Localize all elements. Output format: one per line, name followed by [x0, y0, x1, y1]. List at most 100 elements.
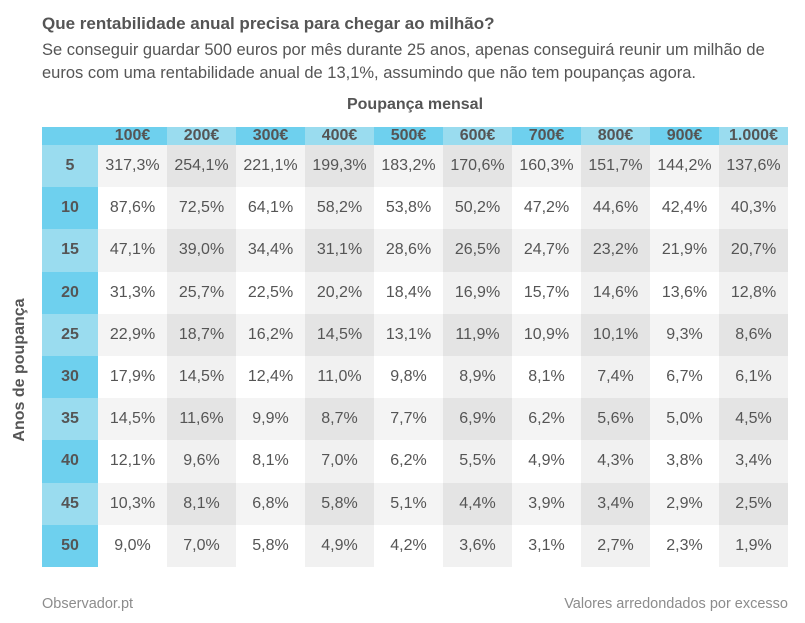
column-header: 1.000€ [719, 127, 788, 145]
data-cell: 87,6% [98, 187, 167, 230]
data-cell: 23,2% [581, 229, 650, 272]
table-row: 45 10,3% 8,1% 6,8% 5,8% 5,1% 4,4% 3,9% 3,4% 2,9% 2… [42, 482, 788, 525]
data-cell: 4,4% [443, 482, 512, 525]
data-cell: 183,2% [374, 145, 443, 188]
source-label: Observador.pt [42, 596, 134, 612]
data-cell: 2,3% [650, 524, 719, 567]
data-cell: 22,5% [236, 271, 305, 314]
row-header: 20 [42, 271, 98, 314]
data-cell: 151,7% [581, 145, 650, 188]
data-cell: 3,9% [512, 482, 581, 525]
data-cell: 5,8% [236, 524, 305, 567]
data-cell: 64,1% [236, 187, 305, 230]
header-row: 100€ 200€ 300€ 400€ 500€ 600€ 700€ 800€ 900€ 1.00… [42, 127, 788, 145]
data-cell: 221,1% [236, 145, 305, 188]
column-header: 800€ [581, 127, 650, 145]
column-header: 600€ [443, 127, 512, 145]
data-cell: 11,9% [443, 313, 512, 356]
data-cell: 137,6% [719, 145, 788, 188]
data-cell: 17,9% [98, 355, 167, 399]
row-header: 50 [42, 524, 98, 567]
data-cell: 8,1% [167, 482, 236, 525]
data-cell: 50,2% [443, 187, 512, 230]
data-cell: 13,6% [650, 271, 719, 314]
data-cell: 7,0% [305, 440, 374, 483]
data-cell: 5,8% [305, 482, 374, 525]
data-cell: 47,2% [512, 187, 581, 230]
data-cell: 53,8% [374, 187, 443, 230]
data-cell: 2,9% [650, 482, 719, 525]
column-header: 500€ [374, 127, 443, 145]
data-cell: 3,4% [581, 482, 650, 525]
data-cell: 170,6% [443, 145, 512, 188]
data-cell: 317,3% [98, 145, 167, 188]
data-cell: 26,5% [443, 229, 512, 272]
x-axis-title: Poupança mensal [346, 96, 484, 113]
data-cell: 13,1% [374, 313, 443, 356]
data-cell: 31,3% [98, 271, 167, 314]
data-cell: 8,6% [719, 313, 788, 356]
data-cell: 254,1% [167, 145, 236, 188]
table-row: 40 12,1% 9,6% 8,1% 7,0% 6,2% 5,5% 4,9% 4,3% 3,8% 3… [42, 440, 788, 483]
table-row: 20 31,3% 25,7% 22,5% 20,2% 18,4% 16,9% 15,7% 14,… [42, 271, 788, 314]
data-cell: 34,4% [236, 229, 305, 272]
table-row: 50 9,0% 7,0% 5,8% 4,9% 4,2% 3,6% 3,1% 2,7% 2,3% 1,… [42, 524, 788, 567]
data-cell: 3,6% [443, 524, 512, 567]
table-row: 5 317,3% 254,1% 221,1% 199,3% 183,2% 170,6% 160… [42, 145, 788, 188]
data-cell: 8,1% [512, 355, 581, 399]
data-cell: 47,1% [98, 229, 167, 272]
data-cell: 10,1% [581, 313, 650, 356]
column-header: 700€ [512, 127, 581, 145]
data-cell: 4,3% [581, 440, 650, 483]
row-header: 30 [42, 355, 98, 399]
rounding-note: Valores arredondados por excesso [564, 596, 788, 612]
data-cell: 40,3% [719, 187, 788, 230]
data-cell: 14,5% [305, 313, 374, 356]
data-cell: 12,4% [236, 355, 305, 399]
data-cell: 8,1% [236, 440, 305, 483]
data-cell: 31,1% [305, 229, 374, 272]
column-header: 200€ [167, 127, 236, 145]
row-header: 45 [42, 482, 98, 525]
column-header: 300€ [236, 127, 305, 145]
data-cell: 16,2% [236, 313, 305, 356]
data-cell: 9,9% [236, 398, 305, 441]
data-cell: 44,6% [581, 187, 650, 230]
y-axis-title: Anos de poupança [11, 298, 28, 442]
row-header: 40 [42, 440, 98, 483]
data-cell: 6,1% [719, 355, 788, 399]
column-header: 900€ [650, 127, 719, 145]
row-header: 10 [42, 187, 98, 230]
row-header: 25 [42, 313, 98, 356]
data-cell: 3,4% [719, 440, 788, 483]
data-cell: 28,6% [374, 229, 443, 272]
data-cell: 72,5% [167, 187, 236, 230]
data-cell: 7,7% [374, 398, 443, 441]
data-cell: 14,6% [581, 271, 650, 314]
table-corner [42, 127, 98, 145]
row-header: 5 [42, 145, 98, 188]
table-row: 10 87,6% 72,5% 64,1% 58,2% 53,8% 50,2% 47,2% 44,… [42, 187, 788, 230]
data-cell: 5,1% [374, 482, 443, 525]
data-cell: 10,3% [98, 482, 167, 525]
data-cell: 12,1% [98, 440, 167, 483]
data-cell: 7,0% [167, 524, 236, 567]
column-header: 100€ [98, 127, 167, 145]
data-cell: 12,8% [719, 271, 788, 314]
data-cell: 9,3% [650, 313, 719, 356]
data-cell: 18,7% [167, 313, 236, 356]
data-cell: 15,7% [512, 271, 581, 314]
data-cell: 2,7% [581, 524, 650, 567]
data-cell: 160,3% [512, 145, 581, 188]
data-cell: 10,9% [512, 313, 581, 356]
data-cell: 24,7% [512, 229, 581, 272]
data-cell: 39,0% [167, 229, 236, 272]
table-row: 25 22,9% 18,7% 16,2% 14,5% 13,1% 11,9% 10,9% 10,… [42, 313, 788, 356]
data-cell: 6,8% [236, 482, 305, 525]
data-cell: 6,7% [650, 355, 719, 399]
column-header: 400€ [305, 127, 374, 145]
data-cell: 20,7% [719, 229, 788, 272]
row-header: 15 [42, 229, 98, 272]
row-header: 35 [42, 398, 98, 441]
data-cell: 14,5% [98, 398, 167, 441]
